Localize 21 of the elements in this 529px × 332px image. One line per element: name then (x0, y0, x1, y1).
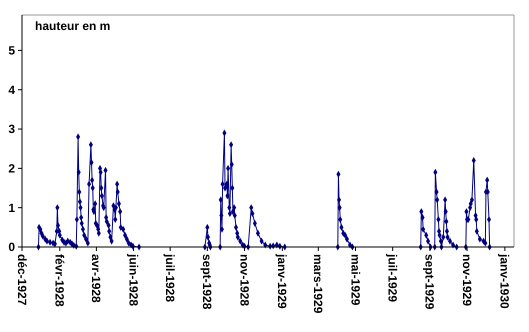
x-tick-label: déc-1927 (14, 254, 29, 306)
x-tick-label: janv-1930 (498, 253, 512, 310)
y-tick-label: 0 (8, 240, 16, 254)
x-tick-label: févr-1928 (52, 254, 67, 308)
x-tick-label: mai-1929 (348, 254, 362, 306)
y-tick-label: 4 (8, 82, 16, 97)
x-tick-label: nov-1929 (460, 254, 474, 306)
x-tick-label: juil-1929 (385, 253, 400, 302)
x-tick-label: mars-1929 (311, 254, 326, 314)
x-tick-label: nov-1928 (237, 254, 252, 306)
x-tick-label: juin-1928 (126, 253, 140, 306)
x-tick-label: sept-1929 (422, 254, 437, 310)
x-tick-label: sept-1928 (200, 254, 214, 310)
y-tick-label: 2 (8, 162, 16, 176)
y-tick-label: 5 (8, 44, 16, 58)
x-tick-label: juil-1928 (162, 253, 177, 302)
x-tick-label: janv-1929 (275, 253, 290, 310)
y-tick-label: 3 (8, 122, 16, 136)
y-axis-title: hauteur en m (35, 19, 110, 33)
y-tick-label: 1 (8, 200, 16, 215)
x-tick-label: avr-1928 (89, 254, 104, 304)
